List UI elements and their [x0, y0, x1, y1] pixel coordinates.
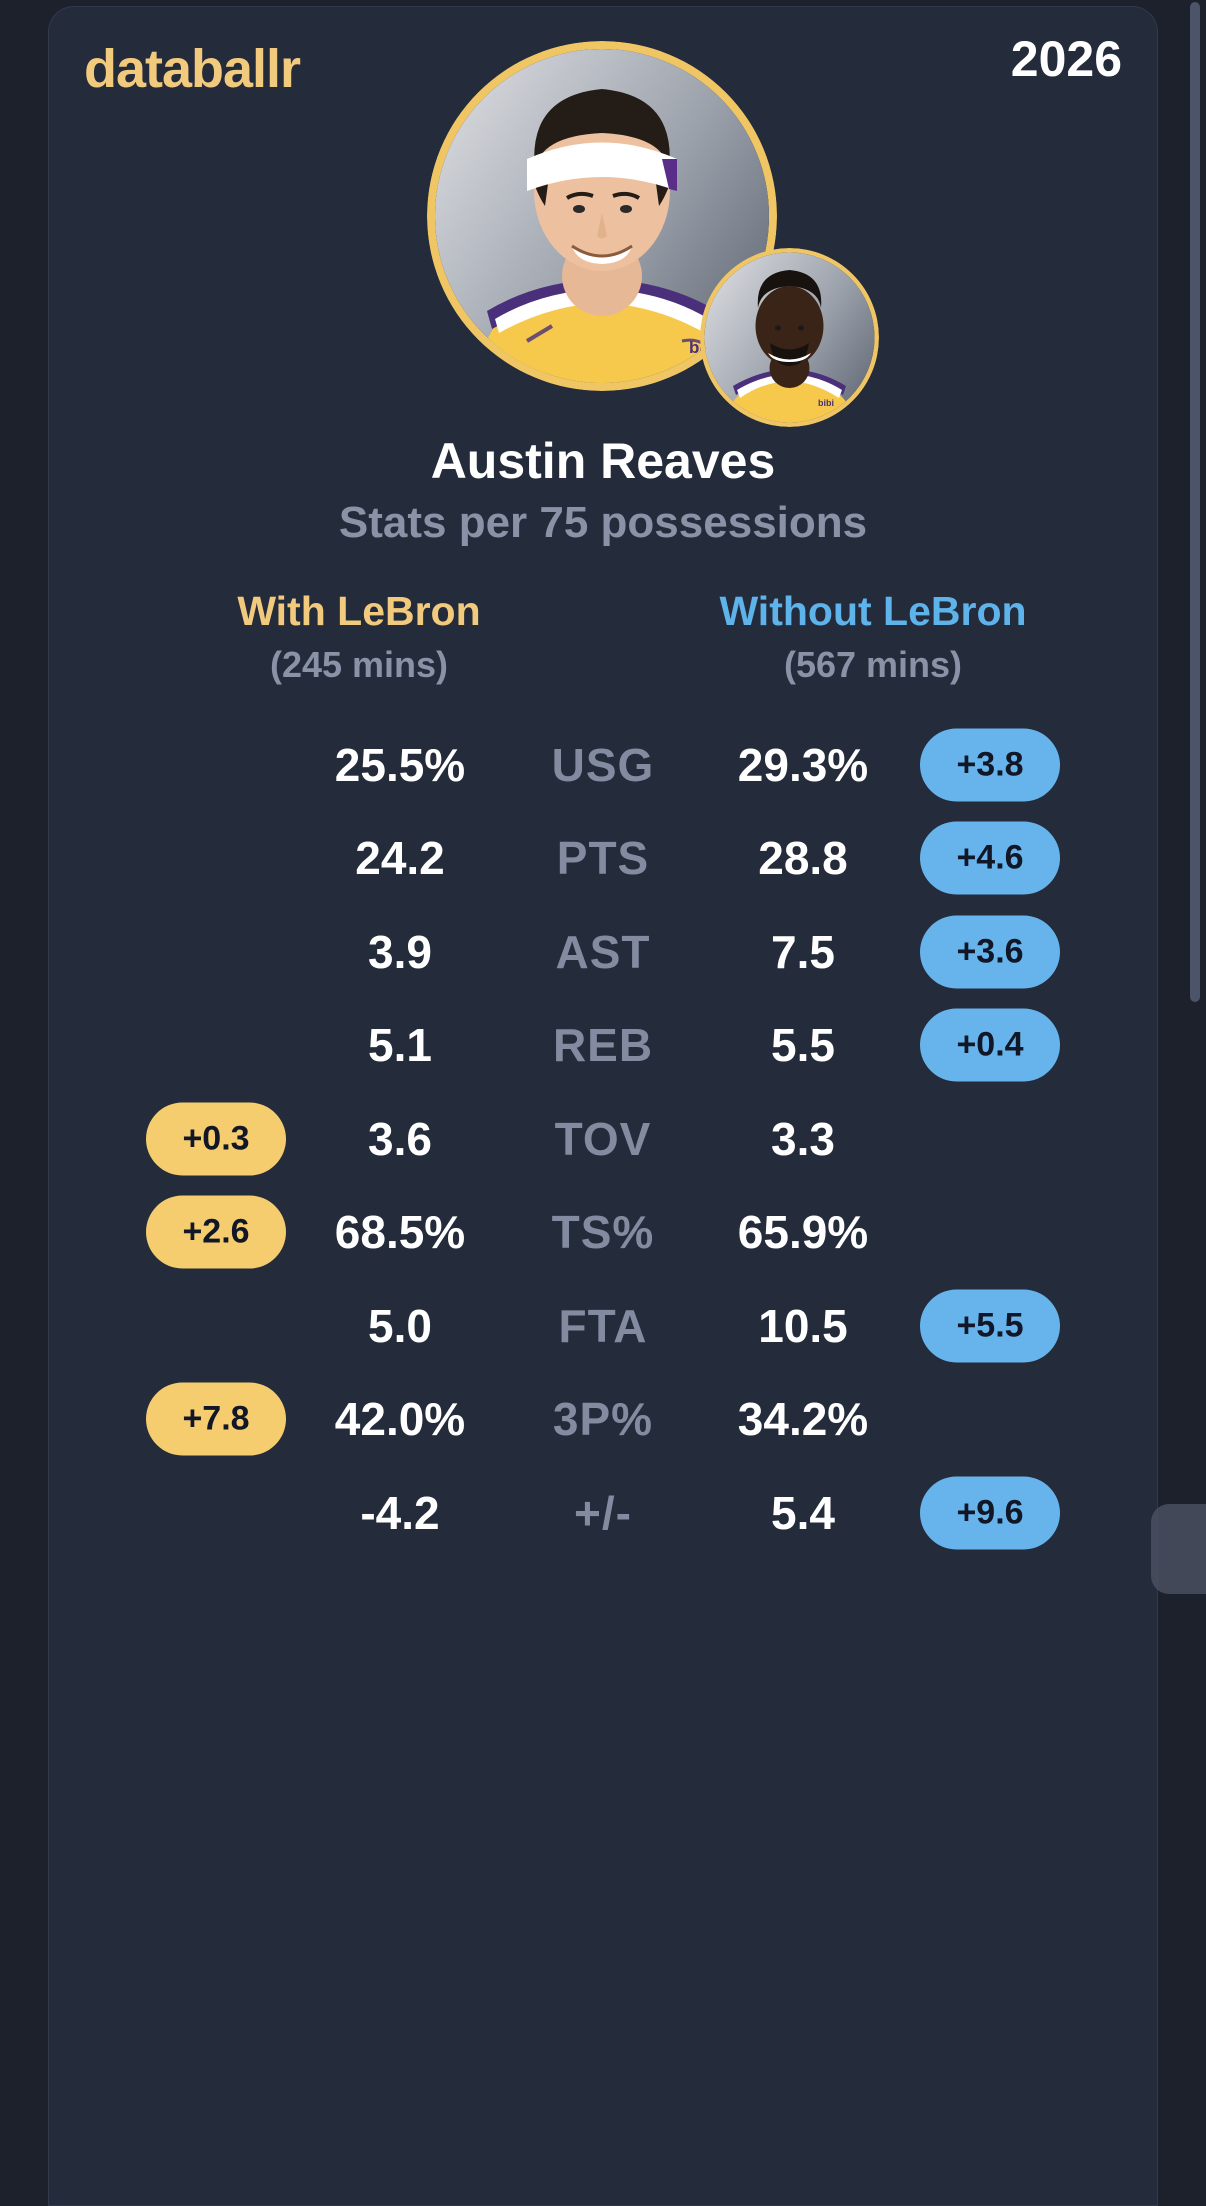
svg-text:bibi: bibi — [818, 398, 834, 408]
